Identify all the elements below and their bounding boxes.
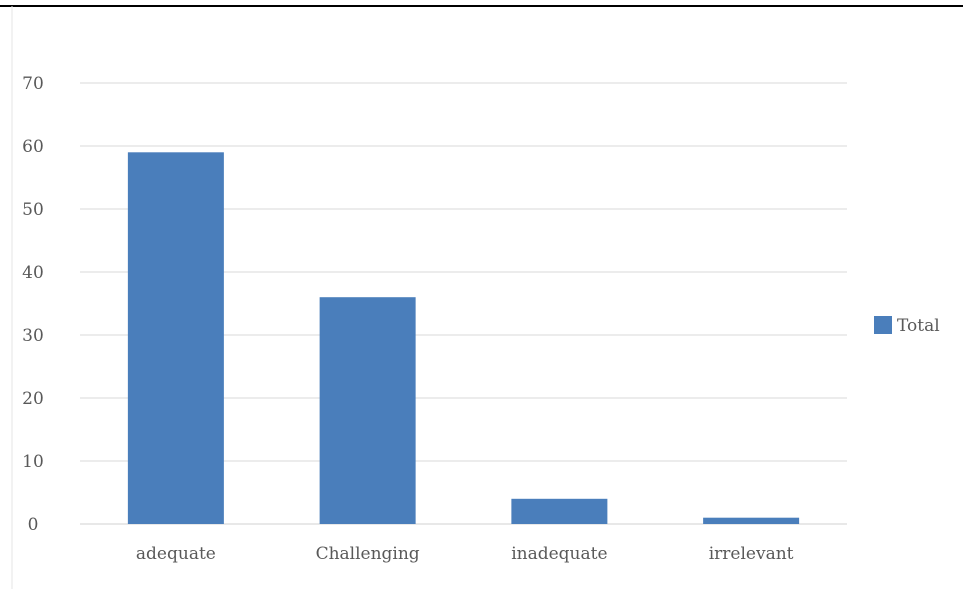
legend-label: Total bbox=[897, 316, 940, 336]
bars bbox=[127, 152, 800, 525]
y-tick-label: 10 bbox=[22, 452, 44, 472]
bar-challenging bbox=[319, 297, 416, 524]
y-tick-label: 0 bbox=[28, 515, 39, 535]
legend-swatch bbox=[874, 316, 892, 334]
x-category-label: irrelevant bbox=[709, 544, 794, 564]
x-category-label: inadequate bbox=[511, 544, 607, 564]
y-axis-tick-labels: 0 10 20 30 40 50 60 70 bbox=[22, 74, 44, 535]
y-tick-label: 20 bbox=[22, 389, 44, 409]
legend: Total bbox=[874, 316, 940, 336]
bar-adequate bbox=[127, 152, 224, 525]
x-category-label: Challenging bbox=[316, 544, 420, 564]
y-tick-label: 70 bbox=[22, 74, 44, 94]
y-tick-label: 40 bbox=[22, 263, 44, 283]
x-axis-category-labels: adequate Challenging inadequate irrelevant bbox=[136, 544, 794, 564]
y-tick-label: 50 bbox=[22, 200, 44, 220]
y-tick-label: 60 bbox=[22, 137, 44, 157]
x-category-label: adequate bbox=[136, 544, 216, 564]
bar-irrelevant bbox=[703, 517, 800, 524]
y-tick-label: 30 bbox=[22, 326, 44, 346]
bar-inadequate bbox=[511, 498, 608, 524]
